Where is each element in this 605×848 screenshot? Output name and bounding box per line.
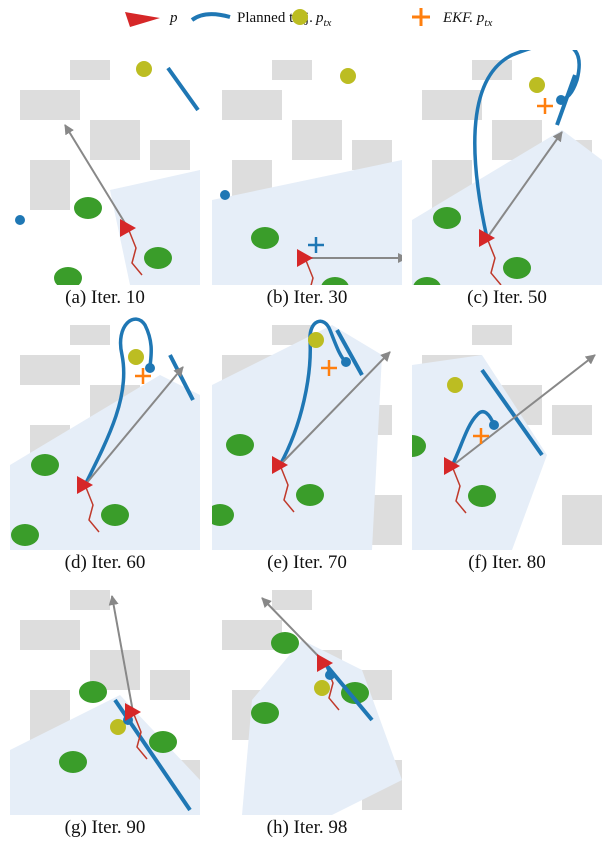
wall <box>168 68 198 110</box>
obstacle <box>472 325 512 345</box>
obstacle <box>272 590 312 610</box>
ptx <box>314 680 330 696</box>
ptx <box>529 77 545 93</box>
legend-ekf-icon <box>412 8 430 26</box>
obstacle <box>70 60 110 80</box>
goal-dot <box>489 420 499 430</box>
map-panel <box>212 60 407 319</box>
caption: (d) Iter. 60 <box>65 552 146 573</box>
legend: p Planned traj. ptx EKF. ptx <box>125 8 492 29</box>
goal-dot <box>15 215 25 225</box>
vegetation <box>271 632 299 654</box>
obstacle <box>272 60 312 80</box>
map-panel <box>10 319 200 550</box>
obstacle <box>70 590 110 610</box>
caption: (e) Iter. 70 <box>267 552 347 573</box>
vegetation <box>231 297 259 319</box>
vegetation <box>149 731 177 753</box>
legend-traj-icon <box>192 14 230 20</box>
figure: p Planned traj. ptx EKF. ptx (a) Iter. 1… <box>0 0 605 848</box>
vegetation <box>296 484 324 506</box>
legend-robot-icon <box>125 12 160 27</box>
map-panel <box>206 321 402 550</box>
caption: (c) Iter. 50 <box>467 287 547 308</box>
obstacle <box>292 120 342 160</box>
ptx <box>136 61 152 77</box>
obstacle <box>222 90 282 120</box>
vegetation <box>251 227 279 249</box>
map-panel <box>378 325 602 550</box>
obstacle <box>20 90 80 120</box>
vegetation <box>11 524 39 546</box>
obstacle <box>20 355 80 385</box>
vegetation <box>433 207 461 229</box>
map-panel <box>412 44 602 299</box>
ptx <box>340 68 356 84</box>
legend-ptx-icon <box>292 9 308 25</box>
legend-label: ptx <box>315 10 332 29</box>
obstacle <box>422 90 482 120</box>
goal-dot <box>145 363 155 373</box>
obstacle <box>562 495 602 545</box>
vegetation <box>468 485 496 507</box>
vegetation <box>413 277 441 299</box>
vegetation <box>503 257 531 279</box>
vegetation <box>226 434 254 456</box>
ptx <box>308 332 324 348</box>
goal-dot <box>220 190 230 200</box>
obstacle <box>90 120 140 160</box>
vegetation <box>74 197 102 219</box>
vegetation <box>144 247 172 269</box>
obstacle <box>552 405 592 435</box>
caption: (f) Iter. 80 <box>468 552 546 573</box>
vegetation <box>31 454 59 476</box>
goal-dot <box>556 95 566 105</box>
vegetation <box>59 751 87 773</box>
goal-dot <box>325 670 335 680</box>
ekf-ptx <box>537 98 553 114</box>
vegetation <box>206 504 234 526</box>
caption: (b) Iter. 30 <box>267 287 348 308</box>
legend-label: EKF. p <box>442 10 485 26</box>
legend-subscript: tx <box>324 17 332 29</box>
caption: (g) Iter. 90 <box>65 817 146 838</box>
caption: (a) Iter. 10 <box>65 287 145 308</box>
vegetation <box>398 435 426 457</box>
obstacle <box>150 670 190 700</box>
legend-label: p <box>169 10 178 26</box>
map-panel <box>10 590 200 815</box>
map-panel <box>222 590 402 815</box>
vegetation <box>79 681 107 703</box>
vegetation <box>101 504 129 526</box>
legend-label: EKF. ptx <box>442 10 492 29</box>
obstacle <box>30 160 70 210</box>
ptx <box>447 377 463 393</box>
goal-dot <box>341 357 351 367</box>
page: p Planned traj. ptx EKF. ptx (a) Iter. 1… <box>0 0 605 848</box>
vegetation <box>251 702 279 724</box>
map-panel <box>15 60 200 289</box>
free-space <box>412 355 547 550</box>
vegetation <box>54 267 82 289</box>
legend-subscript: tx <box>484 17 492 29</box>
obstacle <box>20 620 80 650</box>
obstacle <box>150 140 190 170</box>
ptx <box>128 349 144 365</box>
obstacle <box>70 325 110 345</box>
caption: (h) Iter. 98 <box>267 817 348 838</box>
